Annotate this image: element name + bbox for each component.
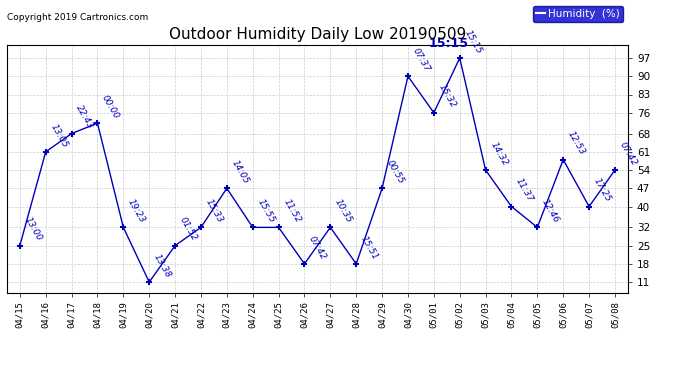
Text: 12:46: 12:46 [540, 198, 561, 225]
Title: Outdoor Humidity Daily Low 20190509: Outdoor Humidity Daily Low 20190509 [169, 27, 466, 42]
Text: 19:23: 19:23 [126, 198, 147, 225]
Text: 14:32: 14:32 [489, 140, 509, 167]
Text: 00:55: 00:55 [385, 159, 406, 186]
Text: 11:37: 11:37 [514, 177, 535, 204]
Text: 13:38: 13:38 [152, 252, 172, 279]
Text: 15:15: 15:15 [428, 37, 469, 50]
Text: 00:00: 00:00 [100, 93, 121, 120]
Text: 12:53: 12:53 [566, 130, 586, 157]
Text: 15:15: 15:15 [462, 28, 483, 55]
Text: 15:55: 15:55 [255, 198, 276, 225]
Text: 07:42: 07:42 [618, 140, 638, 167]
Text: 14:05: 14:05 [230, 159, 250, 186]
Text: 07:42: 07:42 [307, 234, 328, 261]
Text: 11:52: 11:52 [282, 198, 302, 225]
Text: 07:37: 07:37 [411, 46, 431, 74]
Text: 13:05: 13:05 [48, 122, 69, 149]
Text: 01:52: 01:52 [178, 216, 199, 243]
Text: 22:43: 22:43 [75, 104, 95, 131]
Text: 15:33: 15:33 [204, 198, 224, 225]
Text: Copyright 2019 Cartronics.com: Copyright 2019 Cartronics.com [7, 13, 148, 22]
Text: 13:00: 13:00 [23, 216, 43, 243]
Text: 17:25: 17:25 [592, 177, 613, 204]
Legend: Humidity  (%): Humidity (%) [533, 6, 622, 22]
Text: 15:51: 15:51 [359, 234, 380, 261]
Text: 15:32: 15:32 [437, 83, 457, 110]
Text: 10:35: 10:35 [333, 198, 354, 225]
